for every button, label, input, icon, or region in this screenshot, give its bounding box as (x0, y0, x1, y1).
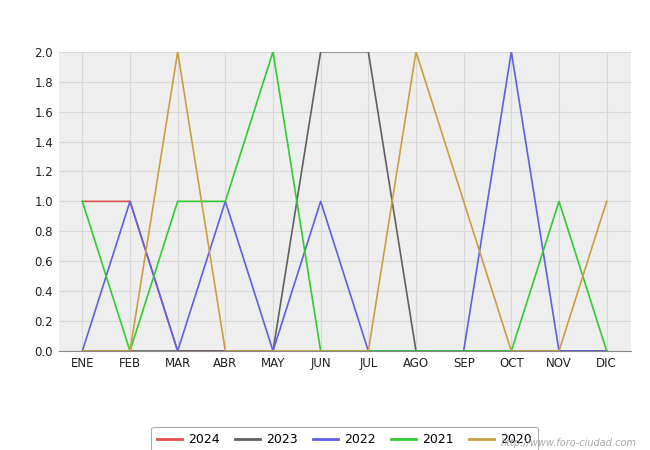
Text: http://www.foro-ciudad.com: http://www.foro-ciudad.com (501, 438, 637, 448)
Legend: 2024, 2023, 2022, 2021, 2020: 2024, 2023, 2022, 2021, 2020 (151, 427, 538, 450)
Text: Matriculaciones de Vehiculos en Hoyocasero: Matriculaciones de Vehiculos en Hoyocase… (140, 14, 510, 33)
